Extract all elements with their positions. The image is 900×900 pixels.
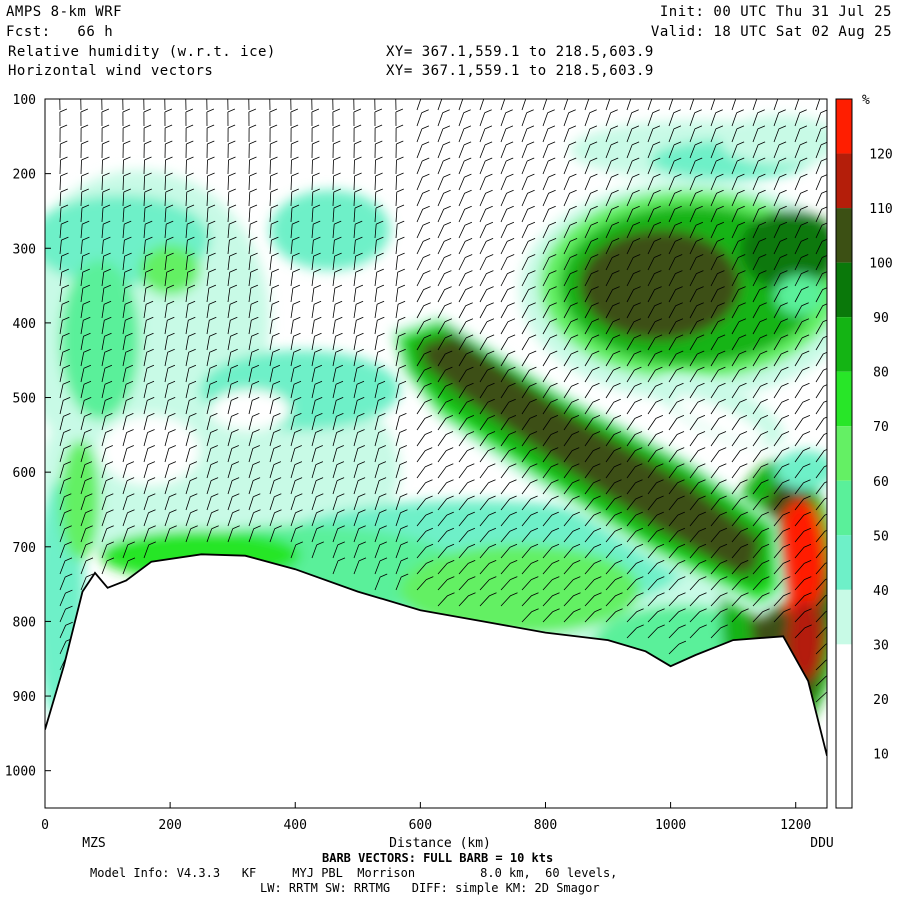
x-tick-label: 600: [409, 818, 432, 833]
forecast-hour: Fcst: 66 h: [6, 24, 114, 40]
colorbar-swatch: [836, 99, 852, 154]
colorbar-swatch: [836, 589, 852, 645]
x-tick-label: 200: [158, 818, 181, 833]
x-axis: 0 200 400 600 800 1000 1200: [41, 802, 811, 833]
colorbar-swatch: [836, 480, 852, 536]
colorbar-label: 10: [873, 747, 889, 762]
field-name-wind: Horizontal wind vectors: [8, 63, 214, 79]
physics-info: LW: RRTM SW: RRTMG DIFF: simple KM: 2D S…: [260, 881, 600, 895]
colorbar-swatch: [836, 153, 852, 209]
colorbar-label: 90: [873, 311, 889, 326]
y-axis: 100 200 300 400 500 600 700 800 900 1000: [5, 93, 51, 780]
colorbar-swatch: [836, 208, 852, 263]
barb-note: BARB VECTORS: FULL BARB = 10 kts: [322, 851, 554, 865]
wind-barb-set: [59, 99, 827, 703]
x-tick-label: 0: [41, 818, 49, 833]
y-tick-label: 800: [13, 615, 36, 630]
colorbar-label: 120: [869, 148, 892, 163]
x-tick-label: 1000: [655, 818, 686, 833]
colorbar-swatch: [836, 317, 852, 372]
init-time: Init: 00 UTC Thu 31 Jul 25: [659, 4, 892, 20]
colorbar-label: 50: [873, 529, 889, 544]
cross-section-xy-2: XY= 367.1,559.1 to 218.5,603.9: [386, 63, 654, 79]
y-tick-label: 500: [13, 392, 36, 407]
valid-time: Valid: 18 UTC Sat 02 Aug 25: [650, 24, 892, 40]
colorbar-swatch: [836, 535, 852, 590]
colorbar-label: 80: [873, 366, 889, 381]
colorbar-label: 30: [873, 638, 889, 653]
model-title: AMPS 8-km WRF: [6, 4, 123, 20]
colorbar-swatch: [836, 371, 852, 427]
colorbar-swatch: [836, 262, 852, 318]
wind-barbs: [59, 99, 827, 703]
y-tick-label: 900: [13, 690, 36, 705]
y-tick-label: 300: [13, 242, 36, 257]
field-name-rh: Relative humidity (w.r.t. ice): [8, 44, 276, 60]
colorbar-label: 110: [869, 202, 892, 217]
x-axis-label: Distance (km): [389, 836, 491, 851]
x-tick-label: 1200: [780, 818, 811, 833]
terrain-mask: [45, 554, 827, 808]
colorbar-label: 40: [873, 584, 889, 599]
colorbar-label: 70: [873, 420, 889, 435]
y-tick-label: 700: [13, 541, 36, 556]
colorbar-swatch: [836, 426, 852, 481]
endpoint-label-end: DDU: [810, 836, 833, 851]
y-tick-label: 400: [13, 317, 36, 332]
y-tick-label: 100: [13, 93, 36, 108]
humidity-field: [45, 99, 827, 808]
colorbar-label: 60: [873, 475, 889, 490]
colorbar-label: 20: [873, 693, 889, 708]
model-info: Model Info: V4.3.3 KF MYJ PBL Morrison 8…: [90, 866, 618, 880]
colorbar-swatch: [836, 644, 852, 699]
terrain-outline: [45, 553, 827, 757]
cross-section-xy-1: XY= 367.1,559.1 to 218.5,603.9: [386, 44, 654, 60]
x-tick-label: 800: [534, 818, 557, 833]
colorbar-unit: %: [862, 93, 870, 108]
y-tick-label: 600: [13, 466, 36, 481]
colorbar: 10 20 30 40 50 60 70 80 90 100 110 120: [835, 98, 893, 809]
colorbar-frame: [835, 98, 853, 809]
x-tick-label: 400: [283, 818, 306, 833]
y-tick-label: 200: [13, 168, 36, 183]
colorbar-swatch: [836, 698, 852, 754]
colorbar-swatch: [836, 753, 852, 808]
endpoint-label-start: MZS: [82, 836, 105, 851]
colorbar-label: 100: [869, 257, 892, 272]
y-tick-label: 1000: [5, 765, 36, 780]
plot-frame: [44, 98, 828, 809]
